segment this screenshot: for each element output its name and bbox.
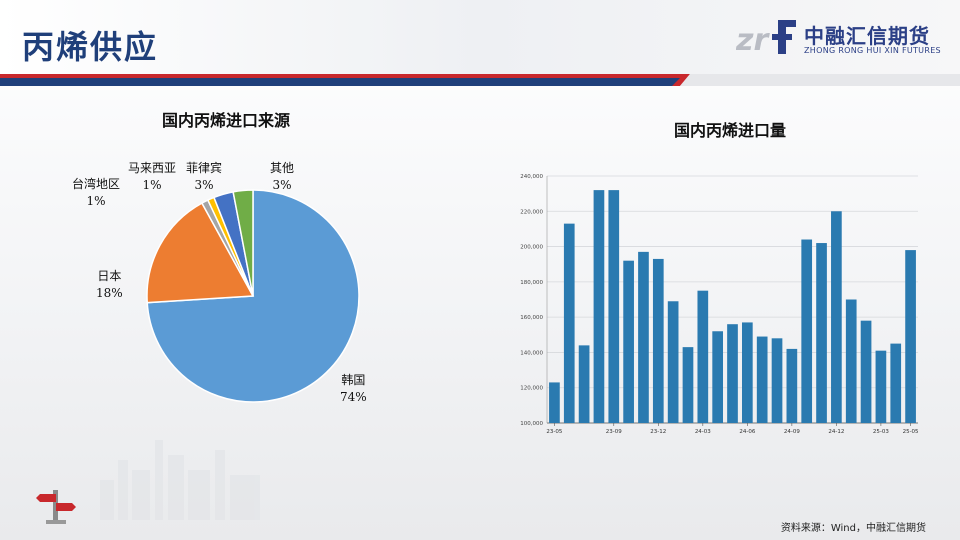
bar-23-05 (549, 382, 560, 423)
pie-label-value: 3% (194, 178, 214, 192)
bar-25-01 (845, 299, 857, 423)
bar-23-07 (578, 345, 590, 423)
bar-24-04 (712, 331, 724, 423)
pie-chart-title: 国内丙烯进口来源 (162, 111, 291, 130)
logo-mark-icon: zr (736, 20, 796, 56)
logo: zr 中融汇信期货 ZHONG RONG HUI XIN FUTURES (736, 14, 946, 62)
pie-label-name: 台湾地区 (72, 177, 121, 191)
pie-label-name: 其他 (270, 161, 295, 175)
logo-text-en: ZHONG RONG HUI XIN FUTURES (804, 46, 941, 55)
x-tick-label: 25-03 (873, 429, 889, 435)
pie-label-name: 韩国 (341, 373, 366, 387)
pie-label-2: 台湾地区 1% (72, 176, 120, 210)
pie-slice-5 (232, 189, 254, 297)
bar-24-01 (667, 301, 679, 423)
pie-label-1: 日本 18% (96, 268, 123, 302)
bar-24-07 (756, 336, 768, 423)
bar-25-02 (860, 320, 872, 423)
y-tick-label: 220,000 (520, 209, 543, 215)
bar-24-06 (741, 322, 753, 423)
logo-text-cn: 中融汇信期货 (804, 24, 930, 48)
y-tick-label: 160,000 (520, 315, 543, 321)
bar-24-12 (831, 211, 842, 423)
pie-label-value: 1% (86, 194, 106, 208)
bar-23-06 (563, 223, 575, 423)
pie-label-name: 菲律宾 (186, 161, 223, 175)
bar-24-08 (771, 338, 783, 423)
bar-23-10 (623, 260, 634, 423)
bar-23-12 (652, 258, 664, 423)
pie-label-value: 1% (142, 178, 162, 192)
pie-label-value: 74% (340, 390, 367, 404)
header: 丙烯供应 zr 中融汇信期货 ZHONG RONG HUI XIN FUTURE… (0, 0, 960, 88)
x-tick-label: 23-05 (546, 429, 562, 435)
bar-24-10 (801, 239, 813, 423)
x-tick-label: 23-12 (650, 429, 666, 435)
y-tick-label: 200,000 (520, 245, 543, 251)
bar-24-09 (786, 348, 798, 423)
bar-23-08 (593, 190, 605, 423)
bar-24-05 (727, 324, 738, 423)
bar-25-05 (905, 250, 916, 423)
source-note: 资料来源：Wind，中融汇信期货 (780, 523, 926, 534)
bar-23-09 (608, 190, 620, 423)
x-tick-label: 23-09 (606, 429, 622, 435)
x-tick-label: 25-05 (903, 429, 919, 435)
bar-23-11 (638, 251, 649, 423)
pie-label-value: 3% (272, 178, 292, 192)
pie-label-4: 菲律宾 3% (186, 160, 222, 194)
y-tick-label: 100,000 (520, 421, 543, 427)
svg-text:zr: zr (736, 23, 770, 56)
header-decoration (0, 0, 960, 86)
bar-chart-title: 国内丙烯进口量 (674, 121, 787, 140)
x-tick-label: 24-12 (828, 429, 844, 435)
bar-25-03 (875, 350, 887, 423)
x-tick-label: 24-09 (784, 429, 800, 435)
pie-label-name: 马来西亚 (128, 161, 177, 175)
bar-24-02 (682, 347, 694, 423)
x-tick-label: 24-06 (739, 429, 755, 435)
pie-label-value: 18% (96, 286, 123, 300)
pie-label-3: 马来西亚 1% (128, 160, 176, 194)
x-tick-label: 24-03 (695, 429, 711, 435)
pie-label-0: 韩国 74% (340, 372, 367, 406)
page-title: 丙烯供应 (22, 28, 159, 66)
bar-24-11 (816, 243, 827, 423)
pie-slice-1 (146, 202, 255, 304)
bar-24-03 (697, 290, 709, 423)
y-tick-label: 140,000 (520, 350, 543, 356)
y-tick-label: 120,000 (520, 386, 543, 392)
pie-label-5: 其他 3% (270, 160, 294, 194)
y-tick-label: 180,000 (520, 280, 543, 286)
y-tick-label: 240,000 (520, 174, 543, 180)
pie-label-name: 日本 (97, 269, 122, 283)
bar-25-04 (890, 343, 902, 423)
